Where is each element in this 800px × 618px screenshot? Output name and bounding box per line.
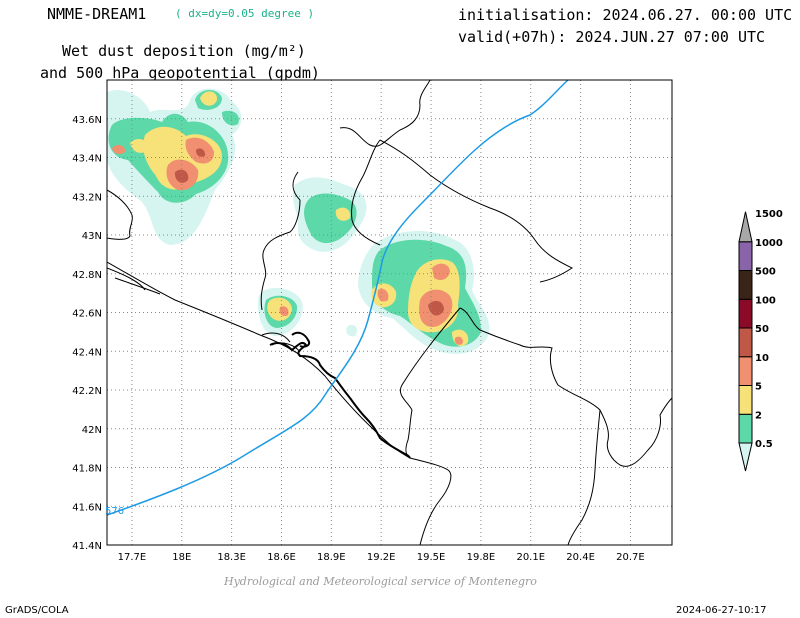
plot-timestamp: 2024-06-27-10:17: [676, 605, 767, 616]
lon-tick-label: 19.2E: [367, 552, 396, 563]
lat-lon-grid: [107, 80, 672, 545]
legend-level-label: 10: [755, 353, 769, 364]
model-resolution: ( dx=dy=0.05 degree ): [175, 7, 315, 20]
legend-level-label: 0.5: [755, 439, 773, 450]
lat-tick-label: 41.6N: [72, 502, 102, 513]
product-title-line2: and 500 hPa geopotential (gpdm): [40, 64, 320, 82]
lat-tick-label: 43.6N: [72, 115, 102, 126]
legend-level-label: 2: [755, 410, 762, 421]
lon-tick-label: 20.1E: [516, 552, 545, 563]
lon-tick-label: 18.6E: [267, 552, 296, 563]
geopotential-contour-576: [107, 80, 569, 516]
lat-tick-label: 43.4N: [72, 154, 102, 165]
lon-tick-label: 20.7E: [616, 552, 645, 563]
coastlines-and-borders: [107, 80, 672, 545]
legend-swatch: [738, 241, 753, 271]
longitude-axis-labels: 17.7E 18E 18.3E 18.6E 18.9E 19.2E 19.5E 19.8E 20…: [118, 552, 645, 563]
legend-swatch: [738, 327, 753, 358]
legend-swatch: [738, 298, 753, 329]
legend-arrow-high: [738, 211, 753, 243]
latitude-axis-labels: 41.4N 41.6N 41.8N 42N 42.2N 42.4N 42.6N 42.8N 43…: [72, 115, 102, 552]
credit-text: Hydrological and Meteorological service …: [224, 575, 537, 588]
initialisation-time: initialisation: 2024.06.27. 00:00 UTC: [458, 6, 793, 24]
legend-level-label: 50: [755, 324, 769, 335]
lon-tick-label: 20.4E: [566, 552, 595, 563]
lon-tick-label: 18.3E: [217, 552, 246, 563]
dust-deposition-shading: [107, 88, 490, 354]
legend-arrow-low: [738, 442, 753, 472]
lon-tick-label: 18.9E: [317, 552, 346, 563]
legend-swatch: [738, 356, 753, 386]
lon-tick-label: 19.8E: [467, 552, 496, 563]
map-area: [107, 80, 672, 545]
lat-tick-label: 42.2N: [72, 386, 102, 397]
legend-level-label: 5: [755, 382, 762, 393]
legend-level-label: 1500: [755, 209, 783, 220]
contour-label: 576: [105, 506, 124, 517]
lat-tick-label: 41.8N: [72, 464, 102, 475]
lat-tick-label: 42.4N: [72, 347, 102, 358]
lat-tick-label: 43N: [82, 231, 102, 242]
lat-tick-label: 42.6N: [72, 309, 102, 320]
model-title: NMME-DREAM1: [47, 5, 147, 23]
colour-legend: 0.5 2 5 10 50 100 500 1000 1500: [738, 209, 783, 472]
lon-tick-label: 19.5E: [417, 552, 446, 563]
legend-level-label: 1000: [755, 238, 783, 249]
lat-tick-label: 41.4N: [72, 541, 102, 552]
software-label: GrADS/COLA: [5, 605, 69, 616]
legend-swatch: [738, 413, 753, 444]
legend-swatch: [738, 270, 753, 300]
lon-tick-label: 17.7E: [118, 552, 147, 563]
lon-tick-label: 18E: [172, 552, 191, 563]
product-title-line1: Wet dust deposition (mg/m²): [62, 42, 306, 60]
legend-swatch: [738, 385, 753, 415]
lat-tick-label: 42.8N: [72, 270, 102, 281]
map-frame: [106, 79, 673, 546]
legend-level-label: 100: [755, 295, 776, 306]
montenegro-coastline: [269, 331, 411, 459]
lat-tick-label: 43.2N: [72, 192, 102, 203]
valid-time: valid(+07h): 2024.JUN.27 07:00 UTC: [458, 28, 766, 46]
lat-tick-label: 42N: [82, 425, 102, 436]
legend-level-label: 500: [755, 267, 776, 278]
